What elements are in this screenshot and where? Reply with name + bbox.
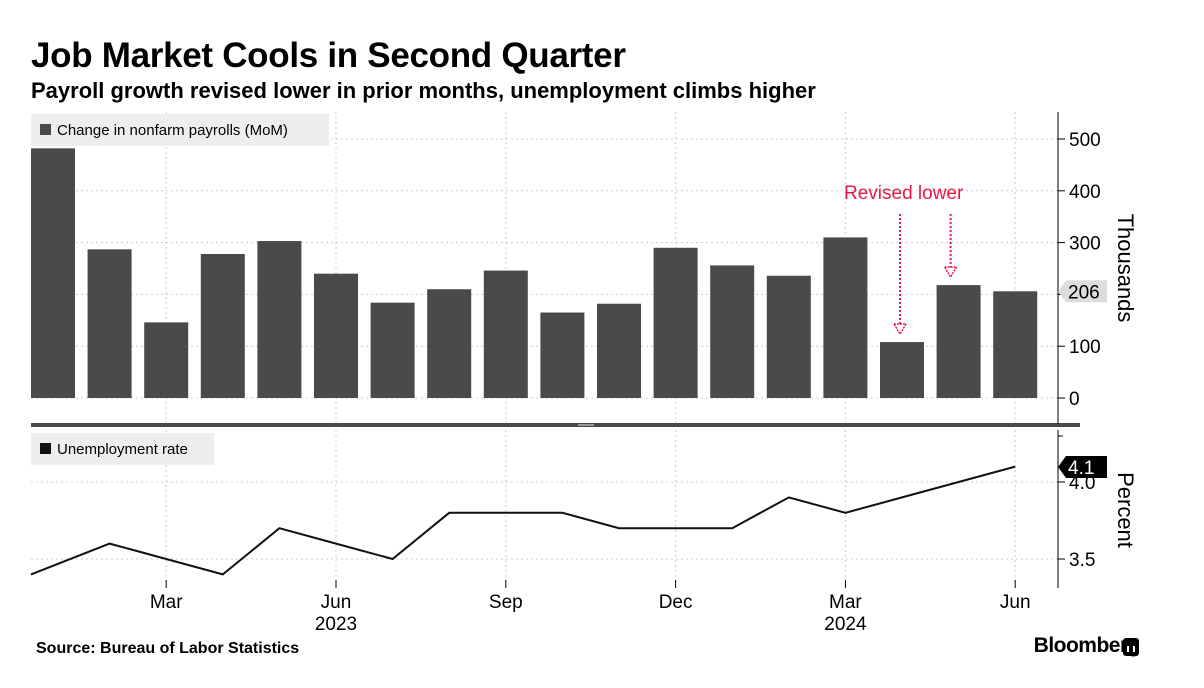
source-note: Source: Bureau of Labor Statistics bbox=[36, 640, 300, 657]
panel-divider-handle bbox=[578, 424, 594, 426]
payroll-bar bbox=[314, 273, 358, 398]
bar-y-tick-label: 0 bbox=[1069, 389, 1080, 410]
chart-subtitle: Payroll growth revised lower in prior mo… bbox=[31, 78, 816, 103]
x-year-label: 2024 bbox=[824, 614, 867, 635]
revised-lower-annotation: Revised lower bbox=[844, 183, 964, 204]
payroll-bar bbox=[880, 342, 924, 398]
payroll-bar bbox=[31, 148, 75, 398]
payroll-bar bbox=[483, 270, 528, 398]
x-tick-label: Sep bbox=[489, 592, 523, 613]
payroll-bar bbox=[257, 241, 302, 398]
payroll-bar bbox=[766, 275, 811, 398]
x-year-label: 2023 bbox=[315, 614, 357, 635]
line-y-tick-label: 4.0 bbox=[1069, 473, 1095, 494]
unemployment-last-value: 4.1 bbox=[1068, 458, 1094, 479]
bar-y-tick-label: 200 bbox=[1069, 285, 1101, 306]
payroll-last-value: 206 bbox=[1068, 282, 1100, 303]
bar-y-tick-label: 300 bbox=[1069, 234, 1101, 255]
bar-axis-title: Thousands bbox=[1113, 214, 1138, 323]
line-legend-swatch bbox=[40, 443, 51, 454]
payroll-bar bbox=[653, 247, 698, 398]
bar-y-tick-label: 100 bbox=[1069, 337, 1101, 358]
payroll-bar bbox=[427, 289, 472, 398]
x-tick-label: Dec bbox=[659, 592, 693, 613]
bloomberg-chart-icon bbox=[1123, 638, 1139, 656]
payroll-bar bbox=[936, 285, 981, 398]
x-tick-label: Mar bbox=[829, 592, 862, 613]
annotation-arrow-head bbox=[943, 266, 958, 279]
unemployment-last-value-shape bbox=[1058, 456, 1107, 478]
payroll-last-value-shape bbox=[1058, 280, 1107, 303]
x-tick-label: Jun bbox=[1000, 592, 1031, 613]
line-y-tick-label: 3.5 bbox=[1069, 550, 1095, 571]
bar-legend-swatch bbox=[40, 124, 51, 135]
payroll-bar bbox=[370, 302, 415, 398]
x-tick-label: Jun bbox=[321, 592, 352, 613]
line-legend-box bbox=[31, 433, 214, 465]
payroll-bar bbox=[87, 249, 132, 398]
payroll-bar bbox=[597, 303, 641, 398]
line-axis-title: Percent bbox=[1113, 472, 1138, 548]
line-legend-label: Unemployment rate bbox=[57, 441, 188, 458]
payroll-bar bbox=[200, 253, 245, 398]
bar-y-tick-label: 400 bbox=[1069, 182, 1101, 203]
bar-legend-label: Change in nonfarm payrolls (MoM) bbox=[57, 122, 288, 139]
chart-title: Job Market Cools in Second Quarter bbox=[31, 36, 626, 75]
panel-divider bbox=[31, 423, 1080, 427]
bar-legend-box bbox=[31, 114, 329, 146]
payroll-bar bbox=[710, 265, 755, 398]
brand-logo: Bloomberg bbox=[1033, 634, 1141, 657]
unemployment-line bbox=[30, 465, 1016, 576]
payroll-bar bbox=[993, 291, 1038, 398]
payroll-bar bbox=[144, 322, 189, 398]
bar-y-tick-label: 500 bbox=[1069, 130, 1101, 151]
x-tick-label: Mar bbox=[150, 592, 183, 613]
payroll-bar bbox=[540, 312, 585, 398]
payroll-bar bbox=[823, 237, 868, 398]
annotation-arrow-head bbox=[892, 323, 908, 336]
